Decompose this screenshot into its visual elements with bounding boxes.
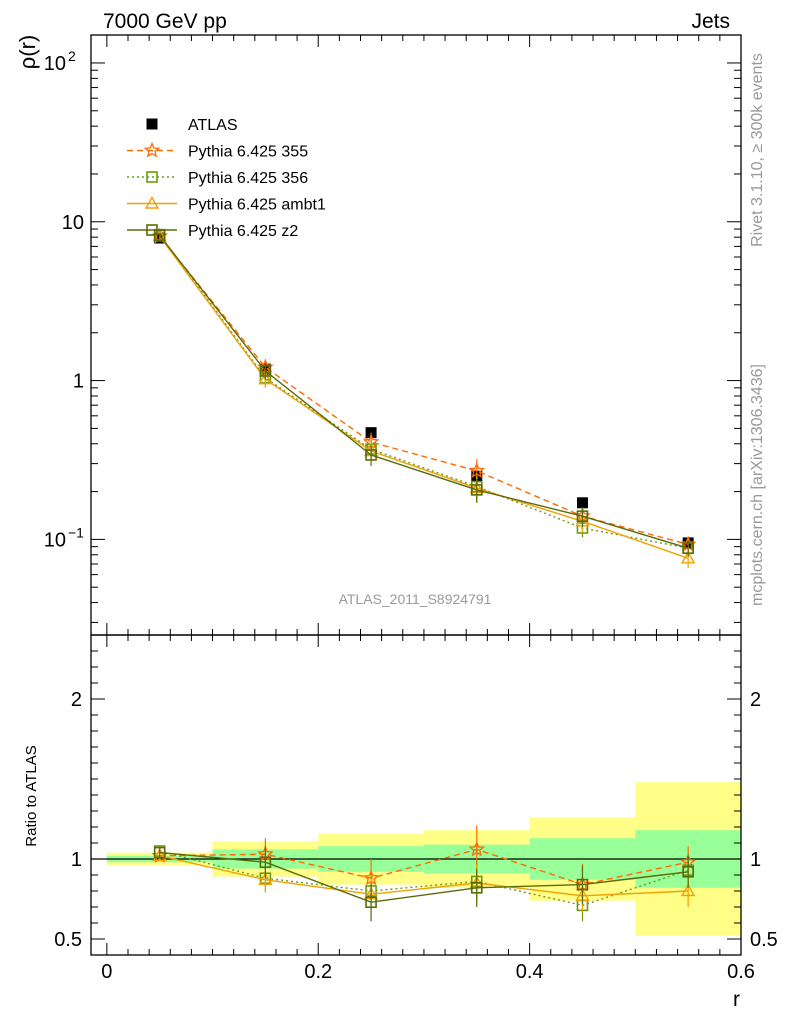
x-tick-label: 0.2 xyxy=(304,961,332,983)
legend-label: Pythia 6.425 ambt1 xyxy=(188,197,326,214)
main-y-axis-label: ρ(r) xyxy=(15,35,40,70)
ratio-y-tick-label-right: 1 xyxy=(750,849,761,871)
main-point xyxy=(576,497,588,509)
ratio-y-tick-label-right: 2 xyxy=(750,689,761,711)
main-series-3 xyxy=(152,228,696,569)
legend-item-3: Pythia 6.425 ambt1 xyxy=(127,196,326,214)
main-y-tick-label: 10 xyxy=(44,529,66,551)
main-series-1 xyxy=(151,227,697,553)
ratio-panel: 0.5 0.5 1 1 2 2 0 0.2 0.4 0.6 xyxy=(54,634,778,983)
ratio-point xyxy=(153,846,166,859)
legend-marker xyxy=(146,118,158,130)
ratio-point xyxy=(576,878,589,891)
analysis-label: ATLAS_2011_S8924791 xyxy=(339,591,492,607)
ratio-y-tick-label-left: 1 xyxy=(71,849,82,871)
main-series-line xyxy=(159,234,689,549)
ratio-y-tick-label-right: 0.5 xyxy=(750,929,778,951)
ratio-series-line xyxy=(159,851,689,903)
main-point xyxy=(258,371,273,385)
mcplots-label: mcplots.cern.ch [arXiv:1306.3436] xyxy=(749,364,766,606)
ratio-point xyxy=(682,865,694,878)
main-series-line xyxy=(159,235,689,549)
rivet-version-label: Rivet 3.1.10, ≥ 300k events xyxy=(749,53,766,247)
ratio-y-tick-label-left: 2 xyxy=(71,689,82,711)
main-point xyxy=(365,449,377,461)
legend-marker xyxy=(146,171,158,183)
legend-label: ATLAS xyxy=(188,117,238,134)
legend-item-0: ATLAS xyxy=(146,117,238,134)
main-series-line xyxy=(159,235,689,559)
legend-marker xyxy=(146,224,158,236)
ratio-point xyxy=(468,840,486,857)
legend-label: Pythia 6.425 356 xyxy=(188,170,308,187)
header-left-label: 7000 GeV pp xyxy=(103,10,227,33)
ratio-series-3 xyxy=(153,846,694,922)
ratio-series-line xyxy=(159,850,689,907)
main-series-0 xyxy=(154,232,694,549)
ratio-point xyxy=(259,856,272,869)
main-point xyxy=(682,542,694,555)
ratio-point xyxy=(470,881,483,894)
legend-marker xyxy=(144,196,160,209)
legend-label: Pythia 6.425 z2 xyxy=(188,223,298,240)
ratio-point xyxy=(152,848,167,861)
main-series-2 xyxy=(153,228,694,557)
header-right-label: Jets xyxy=(691,10,730,33)
main-y-tick-exponent: −1 xyxy=(68,524,84,540)
legend-item-2: Pythia 6.425 356 xyxy=(127,170,308,187)
main-y-tick-label: 1 xyxy=(73,371,84,393)
legend-item-1: Pythia 6.425 355 xyxy=(127,141,308,161)
x-tick-label: 0.6 xyxy=(727,961,755,983)
ratio-y-axis-label: Ratio to ATLAS xyxy=(23,745,40,846)
ratio-point xyxy=(680,883,696,897)
main-y-tick-exponent: 2 xyxy=(68,48,76,64)
x-axis-label: r xyxy=(733,988,740,1011)
ratio-y-tick-label-left: 0.5 xyxy=(54,929,82,951)
legend-marker xyxy=(143,141,161,158)
main-series-line xyxy=(159,235,689,546)
x-tick-label: 0.4 xyxy=(516,961,544,983)
main-y-tick-label: 10 xyxy=(62,212,84,234)
ratio-point xyxy=(258,872,273,885)
x-tick-label: 0 xyxy=(101,961,112,983)
ratio-series-line xyxy=(159,855,689,897)
main-series-4 xyxy=(153,229,694,557)
ratio-point xyxy=(365,896,377,909)
main-y-tick-label: 10 xyxy=(44,53,66,75)
main-point xyxy=(470,484,483,496)
main-point xyxy=(680,550,696,564)
legend: ATLAS Pythia 6.425 355 Pythia 6.425 356 Pyt… xyxy=(127,117,326,240)
main-point xyxy=(259,365,272,377)
legend-item-4: Pythia 6.425 z2 xyxy=(127,223,298,240)
main-point xyxy=(468,462,486,478)
ratio-series-line xyxy=(159,848,689,886)
main-point xyxy=(576,510,589,522)
legend-label: Pythia 6.425 355 xyxy=(188,144,308,161)
